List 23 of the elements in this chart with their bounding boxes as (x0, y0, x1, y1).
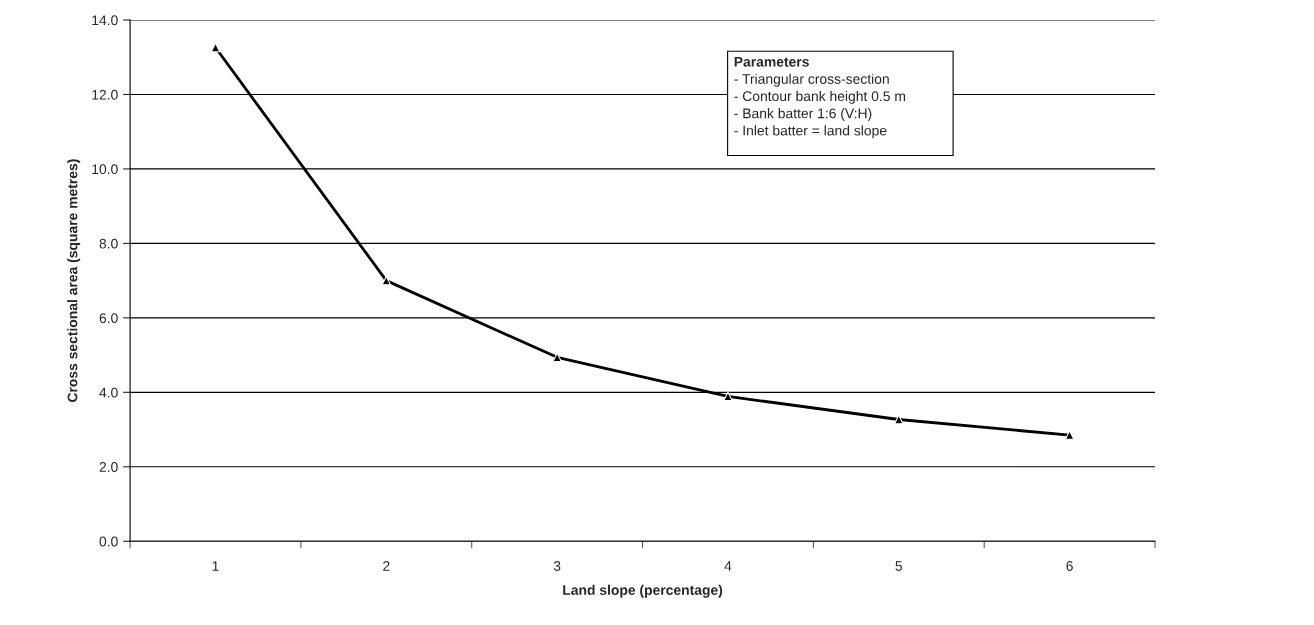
annotation: - Inlet batter = land slope (734, 125, 887, 139)
x-axis-title: Land slope (percentage) (563, 584, 723, 598)
x-tick-label: 5 (895, 561, 903, 571)
x-tick-label: 6 (1066, 561, 1073, 571)
point (894, 414, 904, 425)
y-tick-label: 6.0 (99, 313, 118, 324)
annotation: - Bank batter 1:6 (V:H) (734, 108, 872, 122)
x-tick-label: 2 (383, 561, 390, 571)
y-tick-label: 10.0 (92, 164, 118, 175)
x-tick-label: 3 (553, 561, 561, 571)
annotation: - Triangular cross-section (734, 73, 889, 87)
y-tick-label: 12.0 (92, 89, 118, 100)
point (381, 275, 391, 286)
x-tick-label: 4 (724, 561, 732, 571)
annotation: Parameters (734, 57, 809, 67)
y-axis-title: Cross sectional area (square metres) (67, 159, 81, 403)
y-tick-label: 4.0 (99, 387, 118, 398)
x-tick-label: 1 (212, 561, 219, 571)
y-tick-label: 2.0 (99, 462, 118, 472)
y-tick-label: 0.0 (99, 536, 118, 547)
annotation: - Contour bank height 0.5 m (734, 90, 906, 104)
y-tick-label: 14.0 (92, 15, 118, 26)
y-tick-label: 8.0 (99, 238, 118, 249)
